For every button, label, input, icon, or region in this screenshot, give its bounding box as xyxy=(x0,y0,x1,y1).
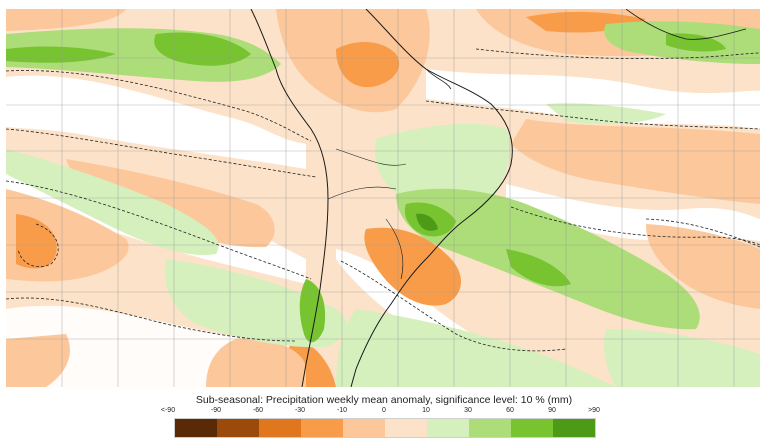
legend-label: <-90 xyxy=(160,407,176,414)
legend-swatch xyxy=(553,419,595,437)
legend-label: -30 xyxy=(294,407,306,414)
wet-anomaly-zones xyxy=(6,21,760,387)
legend-label: -60 xyxy=(252,407,264,414)
map-caption: Sub-seasonal: Precipitation weekly mean … xyxy=(195,394,573,406)
precipitation-anomaly-map xyxy=(6,9,760,387)
legend-labels: <-90 -90 -60 -30 -10 0 10 30 60 90 >90 xyxy=(161,407,600,417)
legend-label: >90 xyxy=(588,407,600,414)
legend-swatch xyxy=(385,419,427,437)
map-canvas xyxy=(6,9,760,387)
color-legend xyxy=(174,418,596,438)
legend-label: -90 xyxy=(210,407,222,414)
legend-swatch xyxy=(217,419,259,437)
legend-label: 60 xyxy=(506,407,514,414)
legend-label: 0 xyxy=(382,407,386,414)
legend-swatch xyxy=(259,419,301,437)
legend-swatch xyxy=(427,419,469,437)
significance-contours xyxy=(6,48,760,352)
legend-swatch xyxy=(469,419,511,437)
legend-swatch xyxy=(343,419,385,437)
legend-label: -10 xyxy=(336,407,348,414)
legend-swatch xyxy=(175,419,217,437)
legend-swatch xyxy=(511,419,553,437)
legend-label: 30 xyxy=(464,407,472,414)
legend-label: 90 xyxy=(548,407,556,414)
coastlines xyxy=(250,9,747,387)
legend-label: 10 xyxy=(422,407,430,414)
legend-swatch xyxy=(301,419,343,437)
